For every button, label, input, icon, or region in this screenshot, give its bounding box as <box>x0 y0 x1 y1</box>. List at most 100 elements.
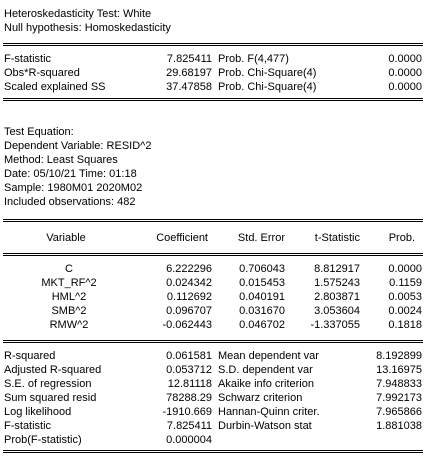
date-time: Date: 05/10/21 Time: 01:18 <box>4 168 137 180</box>
table-row: Adjusted R-squared 0.053712 S.D. depende… <box>0 363 429 377</box>
summary-label: Prob(F-statistic) <box>4 434 82 446</box>
t-statistic: 1.575243 <box>314 277 360 289</box>
coefficient: 0.024342 <box>166 277 212 289</box>
summary-value: 78288.29 <box>166 392 212 404</box>
divider <box>3 221 423 222</box>
divider <box>3 255 423 256</box>
table-row: C 6.222296 0.706043 8.812917 0.0000 <box>0 262 429 276</box>
divider <box>3 43 423 44</box>
std-error: 0.031670 <box>239 305 285 317</box>
t-statistic: 2.803871 <box>314 291 360 303</box>
table-row: Prob(F-statistic) 0.000004 <box>0 433 429 447</box>
stat-value: 7.825411 <box>166 53 212 65</box>
stat-label: Scaled explained SS <box>4 81 106 93</box>
summary-label: S.E. of regression <box>4 378 92 390</box>
summary-label: Durbin-Watson stat <box>218 420 312 432</box>
summary-label: Hannan-Quinn criter. <box>218 406 320 418</box>
stat-label: F-statistic <box>4 53 52 65</box>
divider <box>3 340 423 341</box>
summary-value: 13.16975 <box>376 364 422 376</box>
column-header: Std. Error <box>237 232 285 244</box>
summary-label: Sum squared resid <box>4 392 97 404</box>
coefficient: 0.112692 <box>166 291 212 303</box>
test-title: Heteroskedasticity Test: White <box>4 8 152 20</box>
divider <box>3 219 423 220</box>
prob-label: Prob. Chi-Square(4) <box>218 81 317 93</box>
prob: 0.0053 <box>388 291 422 303</box>
prob: 0.1159 <box>389 277 422 289</box>
table-row: RMW^2 -0.062443 0.046702 -1.337055 0.181… <box>0 318 429 332</box>
null-hypothesis: Null hypothesis: Homoskedasticity <box>4 22 171 34</box>
summary-value: 7.825411 <box>166 420 212 432</box>
summary-value: 0.061581 <box>166 350 212 362</box>
table-header-row: Variable Coefficient Std. Error t-Statis… <box>0 231 429 245</box>
table-row: Log likelihood -1910.669 Hannan-Quinn cr… <box>0 405 429 419</box>
prob-value: 0.0000 <box>388 81 422 93</box>
divider <box>3 452 423 453</box>
method: Method: Least Squares <box>4 154 118 166</box>
t-statistic: -1.337055 <box>310 319 360 331</box>
included-observations: Included observations: 482 <box>4 196 136 208</box>
table-row: F-statistic 7.825411 Prob. F(4,477) 0.00… <box>0 52 429 66</box>
summary-label: F-statistic <box>4 420 52 432</box>
divider <box>3 45 423 46</box>
summary-value: 8.192899 <box>376 350 422 362</box>
summary-value: -1910.669 <box>162 406 212 418</box>
prob: 0.0000 <box>388 263 422 275</box>
table-row: SMB^2 0.096707 0.031670 3.053604 0.0024 <box>0 304 429 318</box>
summary-value: 1.881038 <box>376 420 422 432</box>
summary-label: Adjusted R-squared <box>4 364 102 376</box>
column-header: t-Statistic <box>314 232 360 244</box>
column-header: Coefficient <box>156 232 208 244</box>
std-error: 0.015453 <box>239 277 285 289</box>
table-row: S.E. of regression 12.81118 Akaike info … <box>0 377 429 391</box>
table-row: Scaled explained SS 37.47858 Prob. Chi-S… <box>0 80 429 94</box>
prob: 0.1818 <box>388 319 422 331</box>
coefficient: -0.062443 <box>162 319 212 331</box>
divider <box>3 450 423 451</box>
divider <box>3 98 423 99</box>
summary-value: 7.992173 <box>376 392 422 404</box>
summary-label: R-squared <box>4 350 56 362</box>
table-row: R-squared 0.061581 Mean dependent var 8.… <box>0 349 429 363</box>
table-row: Sum squared resid 78288.29 Schwarz crite… <box>0 391 429 405</box>
summary-value: 0.053712 <box>166 364 212 376</box>
table-row: F-statistic 7.825411 Durbin-Watson stat … <box>0 419 429 433</box>
test-equation-title: Test Equation: <box>4 126 74 138</box>
prob-label: Prob. Chi-Square(4) <box>218 67 317 79</box>
variable-name: HML^2 <box>51 291 87 303</box>
divider <box>3 100 423 101</box>
std-error: 0.706043 <box>239 263 285 275</box>
prob-value: 0.0000 <box>388 53 422 65</box>
summary-value: 7.948833 <box>376 378 422 390</box>
t-statistic: 8.812917 <box>314 263 360 275</box>
summary-value: 12.81118 <box>167 378 212 390</box>
summary-label: Mean dependent var <box>218 350 319 362</box>
summary-label: Akaike info criterion <box>218 378 314 390</box>
variable-name: C <box>65 263 73 275</box>
table-row: HML^2 0.112692 0.040191 2.803871 0.0053 <box>0 290 429 304</box>
summary-label: Log likelihood <box>4 406 72 418</box>
dependent-variable: Dependent Variable: RESID^2 <box>4 140 152 152</box>
column-header: Prob. <box>388 232 415 244</box>
prob-label: Prob. F(4,477) <box>218 53 289 65</box>
std-error: 0.040191 <box>239 291 285 303</box>
variable-name: MKT_RF^2 <box>41 277 97 289</box>
std-error: 0.046702 <box>239 319 285 331</box>
prob: 0.0024 <box>388 305 422 317</box>
sample: Sample: 1980M01 2020M02 <box>4 182 143 194</box>
divider <box>3 253 423 254</box>
variable-name: RMW^2 <box>49 319 89 331</box>
divider <box>3 342 423 343</box>
summary-value: 7.965866 <box>376 406 422 418</box>
summary-label: Schwarz criterion <box>218 392 303 404</box>
summary-label: S.D. dependent var <box>218 364 313 376</box>
table-row: Obs*R-squared 29.68197 Prob. Chi-Square(… <box>0 66 429 80</box>
stat-label: Obs*R-squared <box>4 67 80 79</box>
t-statistic: 3.053604 <box>314 305 360 317</box>
stat-value: 29.68197 <box>166 67 212 79</box>
stat-value: 37.47858 <box>166 81 212 93</box>
coefficient: 0.096707 <box>166 305 212 317</box>
prob-value: 0.0000 <box>388 67 422 79</box>
